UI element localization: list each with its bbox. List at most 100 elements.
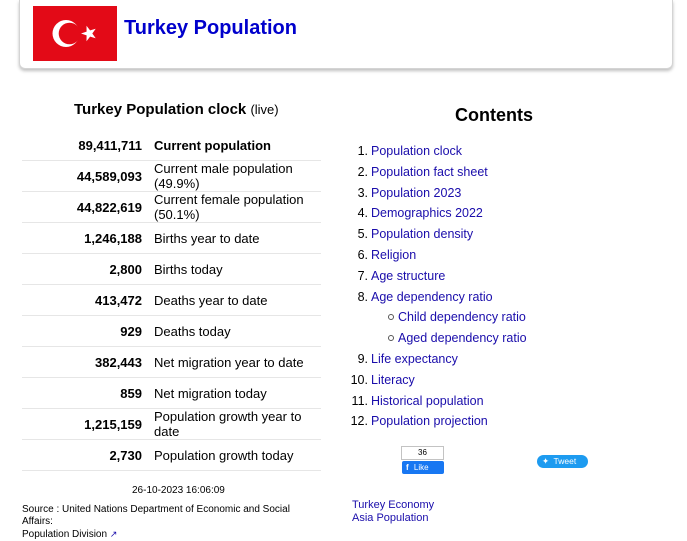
toc-item: 11. Historical population xyxy=(344,393,664,414)
toc-number: 10. xyxy=(350,372,368,387)
clock-value: 413,472 xyxy=(22,284,154,316)
clock-value: 929 xyxy=(22,315,154,347)
toc-item: 2. Population fact sheet xyxy=(344,164,664,185)
toc-link-child-dependency[interactable]: Child dependency ratio xyxy=(398,310,526,325)
toc-number: 3. xyxy=(357,185,368,200)
toc-link-historical-population[interactable]: Historical population xyxy=(371,393,484,408)
toc-item: 5. Population density xyxy=(344,226,664,247)
table-row: 2,800 Births today xyxy=(22,253,321,285)
toc-link-life-expectancy[interactable]: Life expectancy xyxy=(371,351,458,366)
contents-title: Contents xyxy=(455,105,533,125)
toc-item: 1. Population clock xyxy=(344,143,664,164)
clock-value: 89,411,711 xyxy=(22,130,154,161)
clock-value: 2,730 xyxy=(22,439,154,471)
clock-label: Current female population (50.1%) xyxy=(154,191,321,223)
table-of-contents: 1. Population clock 2. Population fact s… xyxy=(344,143,664,434)
source-line: Source : United Nations Department of Ec… xyxy=(22,504,290,527)
toc-item: 10. Literacy xyxy=(344,372,664,393)
table-row: 1,215,159 Population growth year to date xyxy=(22,408,321,440)
toc-number: 11. xyxy=(351,393,368,408)
toc-number: 6. xyxy=(357,247,368,262)
source-link[interactable]: Population Division xyxy=(22,529,108,540)
table-row: 89,411,711 Current population xyxy=(22,130,321,161)
table-row: 413,472 Deaths year to date xyxy=(22,284,321,316)
toc-subitem: Aged dependency ratio xyxy=(344,330,664,351)
toc-subitem: Child dependency ratio xyxy=(344,309,664,330)
clock-live-label: (live) xyxy=(250,102,279,117)
toc-number: 12. xyxy=(350,414,368,429)
table-row: 44,822,619 Current female population (50… xyxy=(22,191,321,223)
clock-title: Turkey Population clock (live) xyxy=(74,101,279,118)
toc-item: 3. Population 2023 xyxy=(344,185,664,206)
twitter-bird-icon: ✦ xyxy=(542,456,550,466)
like-button-label: Like xyxy=(413,463,429,472)
toc-number: 7. xyxy=(357,268,368,283)
facebook-icon: f xyxy=(406,463,409,472)
table-row: 859 Net migration today xyxy=(22,377,321,409)
like-button[interactable]: f Like xyxy=(402,461,444,474)
table-row: 1,246,188 Births year to date xyxy=(22,222,321,254)
toc-link-population-projection[interactable]: Population projection xyxy=(371,414,488,429)
source-link-wrap: Population Division ↗ xyxy=(22,528,322,541)
clock-label: Births today xyxy=(154,253,321,285)
toc-number: 9. xyxy=(357,351,368,366)
circle-bullet-icon xyxy=(388,335,394,342)
clock-label: Population growth year to date xyxy=(154,408,321,440)
clock-value: 382,443 xyxy=(22,346,154,378)
clock-label: Net migration year to date xyxy=(154,346,321,378)
clock-value: 44,589,093 xyxy=(22,160,154,192)
clock-value: 1,246,188 xyxy=(22,222,154,254)
source-note: Source : United Nations Department of Ec… xyxy=(22,504,322,541)
toc-number: 4. xyxy=(357,206,368,221)
footer-link-turkey-economy[interactable]: Turkey Economy xyxy=(352,499,435,511)
toc-link-population-clock[interactable]: Population clock xyxy=(371,144,463,158)
clock-timestamp: 26-10-2023 16:06:09 xyxy=(132,485,225,496)
toc-link-aged-dependency[interactable]: Aged dependency ratio xyxy=(398,331,527,346)
toc-item: 6. Religion xyxy=(344,247,664,268)
toc-number: 8. xyxy=(357,289,368,304)
footer-links: Turkey Economy Asia Population xyxy=(352,499,434,525)
clock-label: Deaths today xyxy=(154,315,321,347)
clock-value: 1,215,159 xyxy=(22,408,154,440)
table-row: 929 Deaths today xyxy=(22,315,321,347)
toc-item: 12. Population projection xyxy=(344,413,664,434)
toc-link-religion[interactable]: Religion xyxy=(371,247,417,262)
like-count: 36 xyxy=(401,446,444,460)
toc-number: 2. xyxy=(357,164,368,179)
table-row: 44,589,093 Current male population (49.9… xyxy=(22,160,321,192)
tweet-button-label: Tweet xyxy=(553,456,577,466)
table-row: 2,730 Population growth today xyxy=(22,439,321,471)
toc-link-fact-sheet[interactable]: Population fact sheet xyxy=(371,164,488,179)
site-title[interactable]: Turkey Population xyxy=(124,17,297,39)
toc-link-demographics-2022[interactable]: Demographics 2022 xyxy=(371,206,483,221)
external-link-icon: ↗ xyxy=(109,529,118,539)
toc-item: 8. Age dependency ratio xyxy=(344,289,664,310)
toc-item: 7. Age structure xyxy=(344,268,664,289)
toc-link-age-structure[interactable]: Age structure xyxy=(371,268,446,283)
toc-link-literacy[interactable]: Literacy xyxy=(371,372,415,387)
clock-label: Population growth today xyxy=(154,439,321,471)
footer-link-asia-population[interactable]: Asia Population xyxy=(352,512,429,524)
clock-label: Deaths year to date xyxy=(154,284,321,316)
clock-value: 859 xyxy=(22,377,154,409)
clock-label: Current population xyxy=(154,130,321,161)
facebook-like-widget: 36 f Like xyxy=(401,446,444,474)
clock-label: Net migration today xyxy=(154,377,321,409)
toc-link-population-density[interactable]: Population density xyxy=(371,227,474,242)
population-clock-table: 89,411,711 Current population 44,589,093… xyxy=(22,130,321,471)
table-row: 382,443 Net migration year to date xyxy=(22,346,321,378)
turkey-flag-icon xyxy=(33,6,117,61)
toc-number: 5. xyxy=(357,227,368,242)
clock-label: Births year to date xyxy=(154,222,321,254)
tweet-button[interactable]: ✦ Tweet xyxy=(537,455,588,468)
toc-link-population-2023[interactable]: Population 2023 xyxy=(371,185,462,200)
clock-value: 2,800 xyxy=(22,253,154,285)
toc-link-age-dependency[interactable]: Age dependency ratio xyxy=(371,289,493,304)
toc-item: 4. Demographics 2022 xyxy=(344,205,664,226)
site-header: Turkey Population xyxy=(19,0,673,69)
toc-item: 9. Life expectancy xyxy=(344,351,664,372)
clock-title-text: Turkey Population clock xyxy=(74,101,247,118)
toc-number: 1. xyxy=(357,144,368,158)
clock-value: 44,822,619 xyxy=(22,191,154,223)
clock-label: Current male population (49.9%) xyxy=(154,160,321,192)
